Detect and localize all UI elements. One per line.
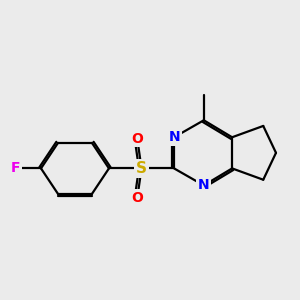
- Text: S: S: [136, 161, 147, 176]
- Text: O: O: [131, 191, 143, 205]
- Text: N: N: [198, 178, 210, 192]
- Text: O: O: [131, 132, 143, 146]
- Text: N: N: [168, 130, 180, 144]
- Text: F: F: [11, 161, 20, 176]
